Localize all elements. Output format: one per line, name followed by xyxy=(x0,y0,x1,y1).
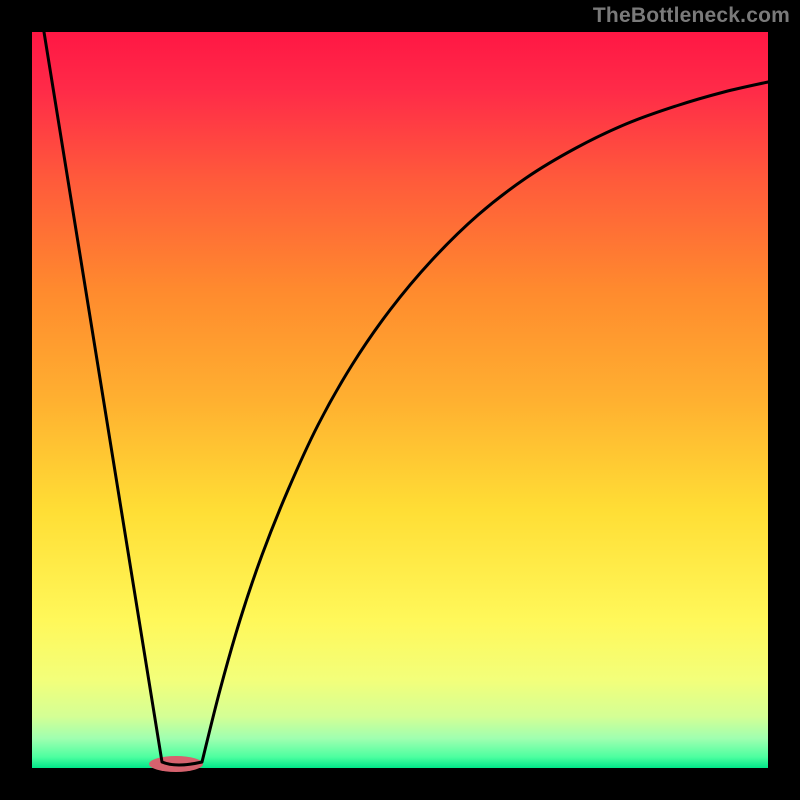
plot-area xyxy=(32,32,768,768)
chart-container: TheBottleneck.com xyxy=(0,0,800,800)
chart-svg xyxy=(0,0,800,800)
watermark-text: TheBottleneck.com xyxy=(593,4,790,28)
